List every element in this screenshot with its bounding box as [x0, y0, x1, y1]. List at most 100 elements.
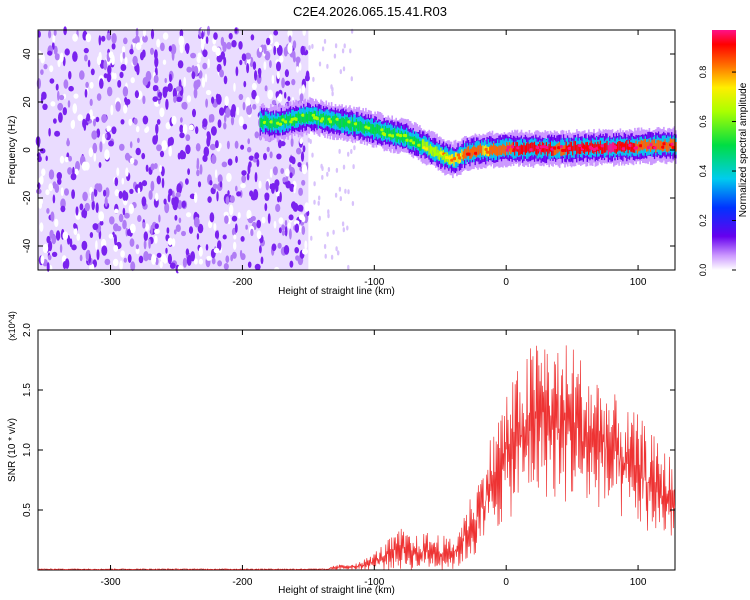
- ridge-peak: [621, 147, 626, 151]
- noise-speckle: [115, 101, 121, 112]
- ridge-peak: [458, 156, 462, 160]
- ridge-cell: [549, 142, 552, 152]
- noise-speckle: [143, 231, 148, 241]
- noise-speckle: [198, 246, 203, 257]
- noise-speckle: [99, 78, 104, 89]
- noise-speckle: [236, 191, 242, 197]
- noise-speckle: [246, 105, 253, 115]
- ridge-cell: [495, 146, 498, 156]
- noise-speckle: [326, 171, 329, 177]
- noise-speckle: [302, 145, 306, 153]
- noise-speckle: [214, 169, 218, 179]
- noise-speckle: [327, 213, 330, 219]
- ridge-cell: [262, 119, 264, 129]
- noise-speckle: [211, 96, 215, 104]
- y-tick-label: -20: [22, 190, 33, 205]
- noise-speckle: [249, 190, 254, 197]
- ridge-cell: [438, 150, 441, 161]
- noise-speckle: [338, 148, 341, 154]
- ridge-peak: [473, 151, 478, 155]
- colorbar-ticks: 0.0 0.2 0.4 0.6 0.8: [698, 66, 736, 276]
- noise-speckle: [323, 244, 327, 249]
- noise-speckle: [150, 225, 153, 236]
- noise-speckle: [177, 152, 181, 160]
- noise-speckle: [155, 192, 159, 202]
- noise-speckle: [152, 96, 158, 102]
- ridge-cell: [594, 142, 597, 152]
- noise-speckle: [352, 164, 355, 170]
- noise-speckle: [293, 185, 296, 194]
- ridge-peak: [638, 144, 643, 148]
- noise-speckle: [252, 61, 257, 70]
- ridge-peak: [301, 113, 306, 117]
- noise-speckle: [89, 81, 94, 89]
- noise-speckle: [63, 26, 67, 36]
- noise-speckle: [85, 33, 92, 43]
- noise-speckle: [271, 184, 275, 194]
- noise-speckle: [95, 202, 99, 213]
- ridge-cell: [528, 143, 531, 154]
- noise-speckle: [248, 155, 255, 161]
- ridge-peak: [529, 148, 534, 152]
- y-tick-label: 40: [22, 48, 33, 60]
- ridge-cell: [432, 146, 434, 157]
- noise-speckle: [142, 27, 147, 37]
- noise-speckle: [83, 47, 89, 54]
- noise-speckle: [311, 152, 314, 158]
- noise-speckle: [219, 181, 223, 188]
- noise-speckle: [148, 190, 153, 200]
- noise-speckle: [292, 202, 299, 212]
- noise-speckle: [64, 258, 70, 269]
- noise-speckle: [227, 190, 230, 196]
- noise-speckle: [277, 242, 282, 249]
- ridge-cell: [565, 141, 568, 152]
- ridge-cell: [668, 141, 670, 152]
- snr-x-label: Height of straight line (km): [278, 585, 395, 596]
- noise-speckle: [296, 66, 299, 73]
- ridge-peak: [347, 120, 352, 124]
- ridge-peak: [289, 120, 294, 124]
- noise-speckle: [101, 114, 107, 123]
- ridge-cell: [378, 125, 380, 135]
- noise-speckle: [308, 45, 311, 51]
- ridge-cell: [402, 132, 404, 143]
- noise-speckle: [173, 95, 177, 103]
- noise-speckle: [241, 53, 247, 61]
- ridge-cell: [358, 121, 361, 132]
- x-tick-label: -200: [232, 577, 252, 588]
- noise-speckle: [111, 33, 117, 44]
- ridge-cell: [431, 146, 433, 156]
- noise-speckle: [123, 104, 128, 114]
- noise-speckle: [295, 255, 300, 261]
- noise-speckle: [41, 168, 46, 176]
- ridge-cell: [523, 142, 525, 153]
- noise-speckle: [223, 75, 228, 85]
- ridge-cell: [325, 114, 328, 124]
- noise-speckle: [318, 61, 322, 67]
- noise-speckle: [75, 206, 79, 216]
- noise-speckle: [72, 33, 78, 42]
- noise-speckle: [282, 177, 287, 183]
- noise-speckle: [79, 254, 83, 262]
- noise-speckle: [251, 216, 256, 221]
- ridge-cell: [288, 115, 291, 126]
- ridge-cell: [317, 110, 320, 121]
- noise-speckle: [142, 115, 149, 125]
- noise-speckle: [154, 235, 158, 244]
- ridge-cell: [578, 144, 581, 155]
- noise-speckle: [219, 69, 225, 78]
- ridge-peak: [320, 117, 325, 121]
- noise-speckle: [36, 78, 42, 89]
- noise-speckle: [330, 84, 333, 90]
- noise-speckle: [122, 51, 126, 59]
- ridge-peak: [485, 150, 490, 154]
- noise-speckle: [269, 60, 272, 69]
- noise-speckle: [126, 229, 131, 236]
- ridge-cell: [631, 142, 634, 153]
- noise-speckle: [48, 183, 53, 192]
- noise-speckle: [57, 90, 60, 101]
- noise-speckle: [107, 86, 113, 97]
- noise-speckle: [274, 41, 280, 49]
- noise-speckle: [317, 200, 320, 206]
- noise-speckle: [91, 191, 95, 203]
